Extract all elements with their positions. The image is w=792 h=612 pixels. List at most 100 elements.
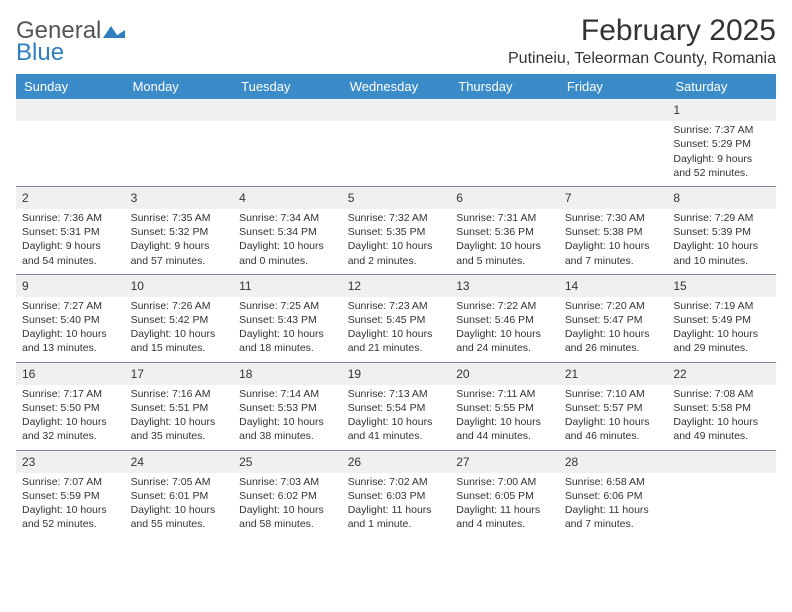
weekday-monday: Monday (125, 74, 234, 99)
day-number: 4 (233, 187, 342, 209)
calendar-cell: 15Sunrise: 7:19 AMSunset: 5:49 PMDayligh… (667, 274, 776, 362)
weekday-saturday: Saturday (667, 74, 776, 99)
sunset-text: Sunset: 5:54 PM (348, 401, 445, 415)
sunset-text: Sunset: 6:03 PM (348, 489, 445, 503)
location: Putineiu, Teleorman County, Romania (508, 50, 776, 68)
sunrise-text: Sunrise: 7:17 AM (22, 387, 119, 401)
day-number: 19 (342, 363, 451, 385)
sunrise-text: Sunrise: 7:29 AM (673, 211, 770, 225)
sunset-text: Sunset: 5:38 PM (565, 225, 662, 239)
sunset-text: Sunset: 5:34 PM (239, 225, 336, 239)
sunset-text: Sunset: 5:47 PM (565, 313, 662, 327)
sunrise-text: Sunrise: 7:30 AM (565, 211, 662, 225)
weekday-friday: Friday (559, 74, 668, 99)
daylight-text: and 26 minutes. (565, 341, 662, 355)
daylight-text: Daylight: 10 hours (456, 327, 553, 341)
day-number: 27 (450, 451, 559, 473)
calendar-cell (233, 99, 342, 186)
sunrise-text: Sunrise: 7:19 AM (673, 299, 770, 313)
sunset-text: Sunset: 6:01 PM (131, 489, 228, 503)
day-number: 9 (16, 275, 125, 297)
calendar-cell (667, 450, 776, 537)
daylight-text: Daylight: 10 hours (348, 327, 445, 341)
day-number: 17 (125, 363, 234, 385)
calendar-cell: 25Sunrise: 7:03 AMSunset: 6:02 PMDayligh… (233, 450, 342, 537)
daylight-text: Daylight: 10 hours (673, 327, 770, 341)
sunrise-text: Sunrise: 7:07 AM (22, 475, 119, 489)
day-number: 5 (342, 187, 451, 209)
day-number: 23 (16, 451, 125, 473)
daylight-text: and 52 minutes. (22, 517, 119, 531)
day-number: 22 (667, 363, 776, 385)
daylight-text: and 35 minutes. (131, 429, 228, 443)
daylight-text: Daylight: 10 hours (131, 503, 228, 517)
sunrise-text: Sunrise: 7:27 AM (22, 299, 119, 313)
sunset-text: Sunset: 5:29 PM (673, 137, 770, 151)
calendar-cell (559, 99, 668, 186)
calendar-header: SundayMondayTuesdayWednesdayThursdayFrid… (16, 74, 776, 99)
sunrise-text: Sunrise: 7:31 AM (456, 211, 553, 225)
daylight-text: Daylight: 10 hours (348, 415, 445, 429)
weekday-thursday: Thursday (450, 74, 559, 99)
sunrise-text: Sunrise: 7:02 AM (348, 475, 445, 489)
day-number: 16 (16, 363, 125, 385)
sunrise-text: Sunrise: 7:35 AM (131, 211, 228, 225)
daylight-text: and 32 minutes. (22, 429, 119, 443)
calendar-week: 9Sunrise: 7:27 AMSunset: 5:40 PMDaylight… (16, 274, 776, 362)
logo: General Blue (16, 20, 125, 63)
daylight-text: and 54 minutes. (22, 254, 119, 268)
sunset-text: Sunset: 5:40 PM (22, 313, 119, 327)
day-number: 24 (125, 451, 234, 473)
daylight-text: and 55 minutes. (131, 517, 228, 531)
sunset-text: Sunset: 5:49 PM (673, 313, 770, 327)
day-number: 6 (450, 187, 559, 209)
sunrise-text: Sunrise: 7:26 AM (131, 299, 228, 313)
day-number: 14 (559, 275, 668, 297)
daylight-text: and 0 minutes. (239, 254, 336, 268)
daylight-text: Daylight: 10 hours (22, 503, 119, 517)
daylight-text: and 18 minutes. (239, 341, 336, 355)
empty-day (16, 99, 125, 121)
daylight-text: and 21 minutes. (348, 341, 445, 355)
daylight-text: Daylight: 10 hours (239, 503, 336, 517)
calendar-cell: 23Sunrise: 7:07 AMSunset: 5:59 PMDayligh… (16, 450, 125, 537)
sunrise-text: Sunrise: 7:22 AM (456, 299, 553, 313)
sunrise-text: Sunrise: 7:13 AM (348, 387, 445, 401)
sunset-text: Sunset: 5:32 PM (131, 225, 228, 239)
sunset-text: Sunset: 5:45 PM (348, 313, 445, 327)
sunrise-text: Sunrise: 7:32 AM (348, 211, 445, 225)
daylight-text: and 15 minutes. (131, 341, 228, 355)
daylight-text: Daylight: 10 hours (456, 415, 553, 429)
calendar-cell: 17Sunrise: 7:16 AMSunset: 5:51 PMDayligh… (125, 362, 234, 450)
logo-mark-icon (103, 24, 125, 38)
calendar-week: 23Sunrise: 7:07 AMSunset: 5:59 PMDayligh… (16, 450, 776, 537)
daylight-text: and 7 minutes. (565, 517, 662, 531)
weekday-wednesday: Wednesday (342, 74, 451, 99)
empty-day (342, 99, 451, 121)
daylight-text: and 1 minute. (348, 517, 445, 531)
calendar-week: 16Sunrise: 7:17 AMSunset: 5:50 PMDayligh… (16, 362, 776, 450)
calendar-cell: 27Sunrise: 7:00 AMSunset: 6:05 PMDayligh… (450, 450, 559, 537)
calendar-body: 1Sunrise: 7:37 AMSunset: 5:29 PMDaylight… (16, 99, 776, 537)
daylight-text: Daylight: 9 hours (673, 152, 770, 166)
sunrise-text: Sunrise: 6:58 AM (565, 475, 662, 489)
day-number: 25 (233, 451, 342, 473)
empty-day (233, 99, 342, 121)
daylight-text: and 41 minutes. (348, 429, 445, 443)
sunrise-text: Sunrise: 7:34 AM (239, 211, 336, 225)
daylight-text: Daylight: 9 hours (22, 239, 119, 253)
calendar-cell: 22Sunrise: 7:08 AMSunset: 5:58 PMDayligh… (667, 362, 776, 450)
daylight-text: Daylight: 10 hours (22, 327, 119, 341)
calendar-week: 1Sunrise: 7:37 AMSunset: 5:29 PMDaylight… (16, 99, 776, 186)
month-title: February 2025 (508, 14, 776, 48)
calendar-cell: 4Sunrise: 7:34 AMSunset: 5:34 PMDaylight… (233, 186, 342, 274)
daylight-text: and 2 minutes. (348, 254, 445, 268)
calendar-week: 2Sunrise: 7:36 AMSunset: 5:31 PMDaylight… (16, 186, 776, 274)
sunset-text: Sunset: 5:31 PM (22, 225, 119, 239)
calendar-cell: 7Sunrise: 7:30 AMSunset: 5:38 PMDaylight… (559, 186, 668, 274)
daylight-text: Daylight: 10 hours (239, 415, 336, 429)
calendar-cell: 24Sunrise: 7:05 AMSunset: 6:01 PMDayligh… (125, 450, 234, 537)
day-number: 10 (125, 275, 234, 297)
sunset-text: Sunset: 5:35 PM (348, 225, 445, 239)
sunset-text: Sunset: 5:46 PM (456, 313, 553, 327)
